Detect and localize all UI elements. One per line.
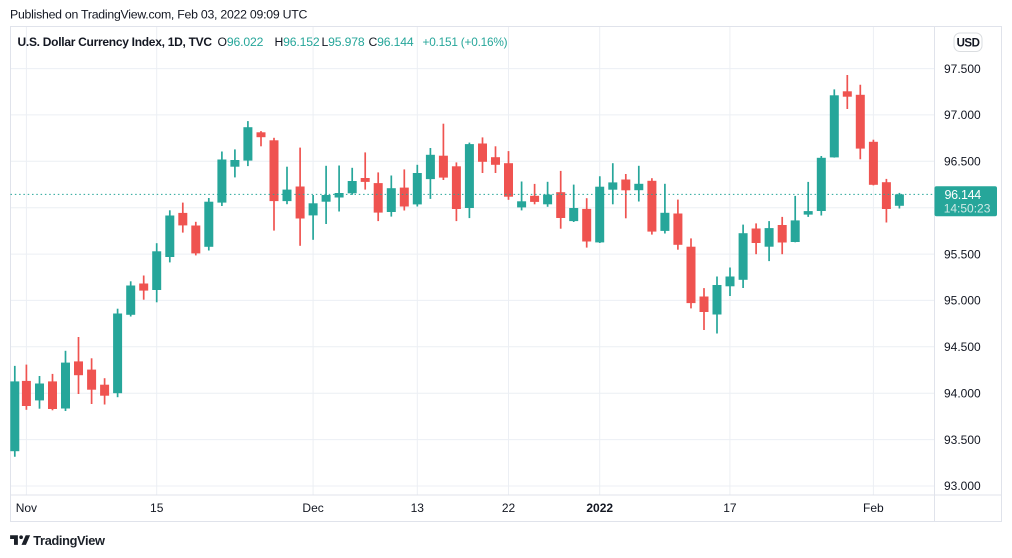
- svg-text:U.S. Dollar Currency Index, 1D: U.S. Dollar Currency Index, 1D, TVC: [18, 35, 213, 49]
- svg-text:17: 17: [723, 501, 737, 515]
- svg-text:96.500: 96.500: [944, 155, 981, 169]
- svg-text:97.000: 97.000: [944, 108, 981, 122]
- svg-text:USD: USD: [957, 37, 980, 49]
- svg-text:95.500: 95.500: [944, 247, 981, 261]
- svg-text:TradingView: TradingView: [33, 533, 105, 548]
- svg-text:Dec: Dec: [302, 501, 323, 515]
- svg-text:95.000: 95.000: [944, 294, 981, 308]
- svg-text:Feb: Feb: [863, 501, 884, 515]
- svg-text:13: 13: [411, 501, 425, 515]
- svg-text:L95.978: L95.978: [322, 35, 365, 49]
- svg-text:97.500: 97.500: [944, 62, 981, 76]
- svg-text:22: 22: [502, 501, 516, 515]
- svg-text:2022: 2022: [586, 501, 613, 515]
- svg-text:94.000: 94.000: [944, 386, 981, 400]
- svg-text:14:50:23: 14:50:23: [944, 202, 991, 216]
- svg-text:15: 15: [150, 501, 164, 515]
- svg-text:C96.144: C96.144: [369, 35, 414, 49]
- svg-text:H96.152: H96.152: [275, 35, 320, 49]
- svg-text:O96.022: O96.022: [218, 35, 264, 49]
- svg-text:93.500: 93.500: [944, 433, 981, 447]
- svg-text:Published on TradingView.com,: Published on TradingView.com, Feb 03, 20…: [10, 8, 307, 22]
- svg-text:93.000: 93.000: [944, 479, 981, 493]
- svg-text:96.144: 96.144: [945, 188, 982, 202]
- svg-text:94.500: 94.500: [944, 340, 981, 354]
- svg-text:+0.151 (+0.16%): +0.151 (+0.16%): [423, 35, 508, 49]
- svg-text:Nov: Nov: [16, 501, 37, 515]
